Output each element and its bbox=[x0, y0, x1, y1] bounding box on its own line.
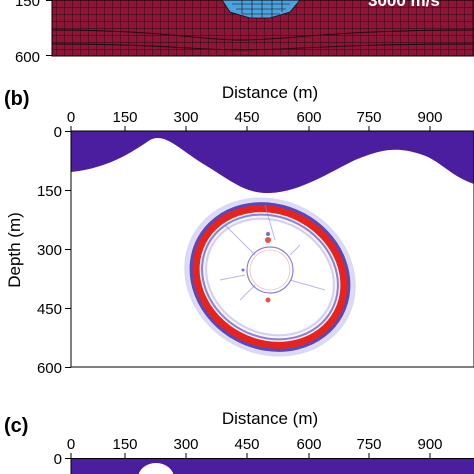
panel-b-xtick: 300 bbox=[173, 109, 198, 126]
panel-c-xtick: 300 bbox=[173, 436, 198, 453]
inner-scatter-lines bbox=[219, 204, 326, 301]
wavefront-blue-outer bbox=[189, 202, 351, 352]
panel-c-xtick: 600 bbox=[296, 436, 321, 453]
panel-b-xtick: 750 bbox=[356, 109, 381, 126]
panel-b-xtick: 600 bbox=[296, 109, 321, 126]
panel-b-xtick: 0 bbox=[67, 109, 75, 126]
panel-b: (b) Distance (m) 0 150 300 450 600 750 9… bbox=[4, 83, 474, 377]
panel-c-xtick: 150 bbox=[112, 436, 137, 453]
panel-b-xtick: 150 bbox=[112, 109, 137, 126]
panel-b-ytick: 600 bbox=[37, 360, 62, 377]
velocity-label: 3000 m/s bbox=[368, 0, 440, 10]
panel-a-ytick-600: 600 bbox=[15, 49, 40, 66]
panel-c-x-axis-label: Distance (m) bbox=[222, 409, 318, 428]
panel-b-y-axis-label: Depth (m) bbox=[5, 212, 24, 288]
wavefront-red bbox=[192, 205, 348, 349]
panel-c-topography bbox=[71, 458, 474, 474]
topography-layer bbox=[71, 131, 474, 194]
panel-b-label: (b) bbox=[4, 88, 30, 110]
panel-b-x-axis-label: Distance (m) bbox=[222, 83, 318, 102]
panel-b-xtick: 900 bbox=[417, 109, 442, 126]
panel-c-xtick: 450 bbox=[234, 436, 259, 453]
panel-b-ytick: 0 bbox=[54, 124, 62, 141]
panel-b-frame bbox=[70, 130, 474, 368]
panel-b-ytick: 450 bbox=[37, 301, 62, 318]
panel-b-xtick: 450 bbox=[234, 109, 259, 126]
panel-c: (c) Distance (m) 0 150 300 450 600 750 9… bbox=[4, 409, 474, 474]
panel-b-plot bbox=[71, 131, 474, 367]
panel-b-ytick: 300 bbox=[37, 242, 62, 259]
panel-c-xtick: 750 bbox=[356, 436, 381, 453]
panel-c-plot bbox=[71, 458, 474, 474]
panel-a: 150 600 3000 m/s bbox=[15, 0, 474, 66]
inner-scatter-ring bbox=[246, 246, 294, 294]
panel-c-label: (c) bbox=[4, 415, 28, 437]
panel-c-ytick: 0 bbox=[54, 451, 62, 468]
panel-a-ytick-150: 150 bbox=[15, 0, 40, 10]
wavefront-halo bbox=[184, 197, 356, 357]
panel-a-mesh bbox=[52, 0, 474, 56]
panel-b-ytick: 150 bbox=[37, 183, 62, 200]
panel-c-xtick: 0 bbox=[67, 436, 75, 453]
panel-c-xtick: 900 bbox=[417, 436, 442, 453]
